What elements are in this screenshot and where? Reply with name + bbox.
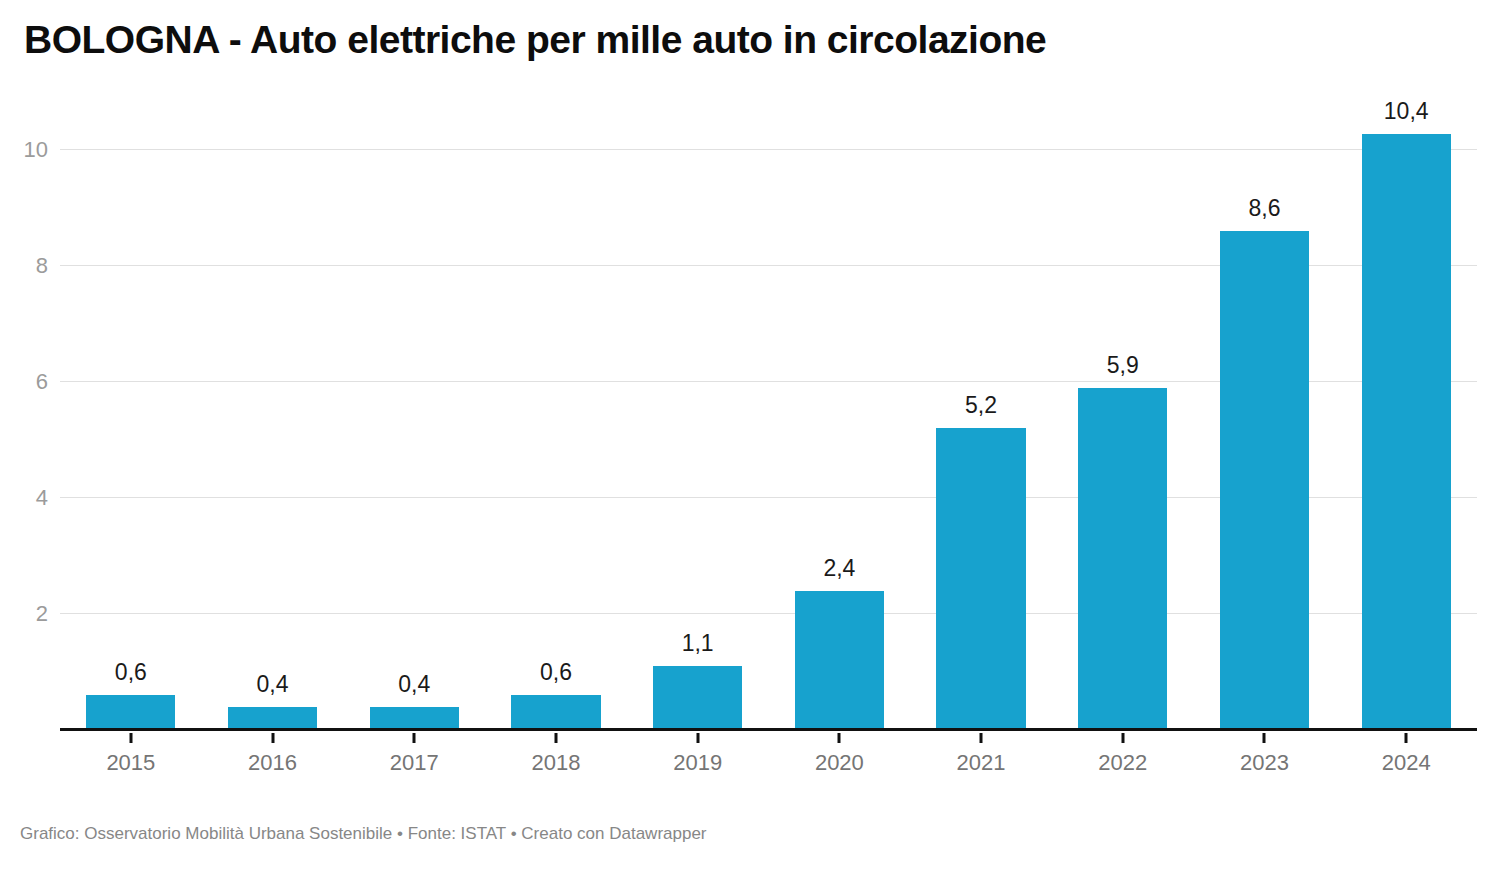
x-tick-label-2018: 2018 [485,750,627,776]
x-axis-tick-2023 [1263,733,1266,743]
x-axis-tick-2018 [554,733,557,743]
x-tick-label-2021: 2021 [910,750,1052,776]
x-tick-label-2023: 2023 [1194,750,1336,776]
bar-column-2024: 10,4 [1335,100,1477,730]
bar-2019 [653,666,742,730]
bar-value-label-2022: 5,9 [1107,354,1139,377]
bar-2015 [86,695,175,730]
bar-column-2015: 0,6 [60,100,202,730]
bar-2021 [936,428,1025,730]
x-axis-tick-2021 [980,733,983,743]
bar-2024 [1362,134,1451,730]
x-tick-label-2016: 2016 [202,750,344,776]
bar-column-2017: 0,4 [343,100,485,730]
x-axis-line [60,728,1477,731]
chart-title: BOLOGNA - Auto elettriche per mille auto… [24,18,1046,62]
bar-2022 [1078,388,1167,730]
bar-2016 [228,707,317,730]
bar-value-label-2017: 0,4 [398,673,430,696]
x-tick-label-2020: 2020 [769,750,911,776]
bar-column-2018: 0,6 [485,100,627,730]
bar-value-label-2023: 8,6 [1248,197,1280,220]
x-axis-tick-2022 [1121,733,1124,743]
x-axis-tick-2024 [1405,733,1408,743]
x-axis-tick-2016 [271,733,274,743]
y-tick-label-4: 4 [36,487,48,509]
bar-column-2020: 2,4 [769,100,911,730]
y-tick-label-10: 10 [24,139,48,161]
bar-value-label-2015: 0,6 [115,661,147,684]
y-tick-label-2: 2 [36,603,48,625]
bar-2017 [370,707,459,730]
bar-2020 [795,591,884,730]
x-tick-label-2024: 2024 [1335,750,1477,776]
bar-value-label-2020: 2,4 [823,557,855,580]
bar-column-2016: 0,4 [202,100,344,730]
x-axis-tick-2017 [413,733,416,743]
x-axis-tick-2015 [129,733,132,743]
bar-value-label-2024: 10,4 [1384,100,1429,123]
x-axis-tick-2019 [696,733,699,743]
plot-area: 246810 0,60,40,40,61,12,45,25,98,610,4 [60,100,1477,730]
bar-column-2022: 5,9 [1052,100,1194,730]
bar-value-label-2018: 0,6 [540,661,572,684]
bar-value-label-2016: 0,4 [257,673,289,696]
x-axis-tick-2020 [838,733,841,743]
bar-column-2023: 8,6 [1194,100,1336,730]
chart-container: BOLOGNA - Auto elettriche per mille auto… [0,0,1496,870]
bar-column-2019: 1,1 [627,100,769,730]
x-tick-label-2022: 2022 [1052,750,1194,776]
x-tick-label-2019: 2019 [627,750,769,776]
y-tick-label-6: 6 [36,371,48,393]
footer-attribution: Grafico: Osservatorio Mobilità Urbana So… [20,824,707,844]
y-tick-label-8: 8 [36,255,48,277]
x-axis-labels: 2015201620172018201920202021202220232024 [60,750,1477,776]
x-tick-label-2015: 2015 [60,750,202,776]
bar-2018 [511,695,600,730]
x-tick-label-2017: 2017 [343,750,485,776]
bar-value-label-2019: 1,1 [682,632,714,655]
bars-row: 0,6 0,4 0,4 0,6 1,1 2,4 5,2 5,9 8,6 10,4 [60,100,1477,730]
bar-column-2021: 5,2 [910,100,1052,730]
bar-value-label-2021: 5,2 [965,394,997,417]
bar-2023 [1220,231,1309,730]
